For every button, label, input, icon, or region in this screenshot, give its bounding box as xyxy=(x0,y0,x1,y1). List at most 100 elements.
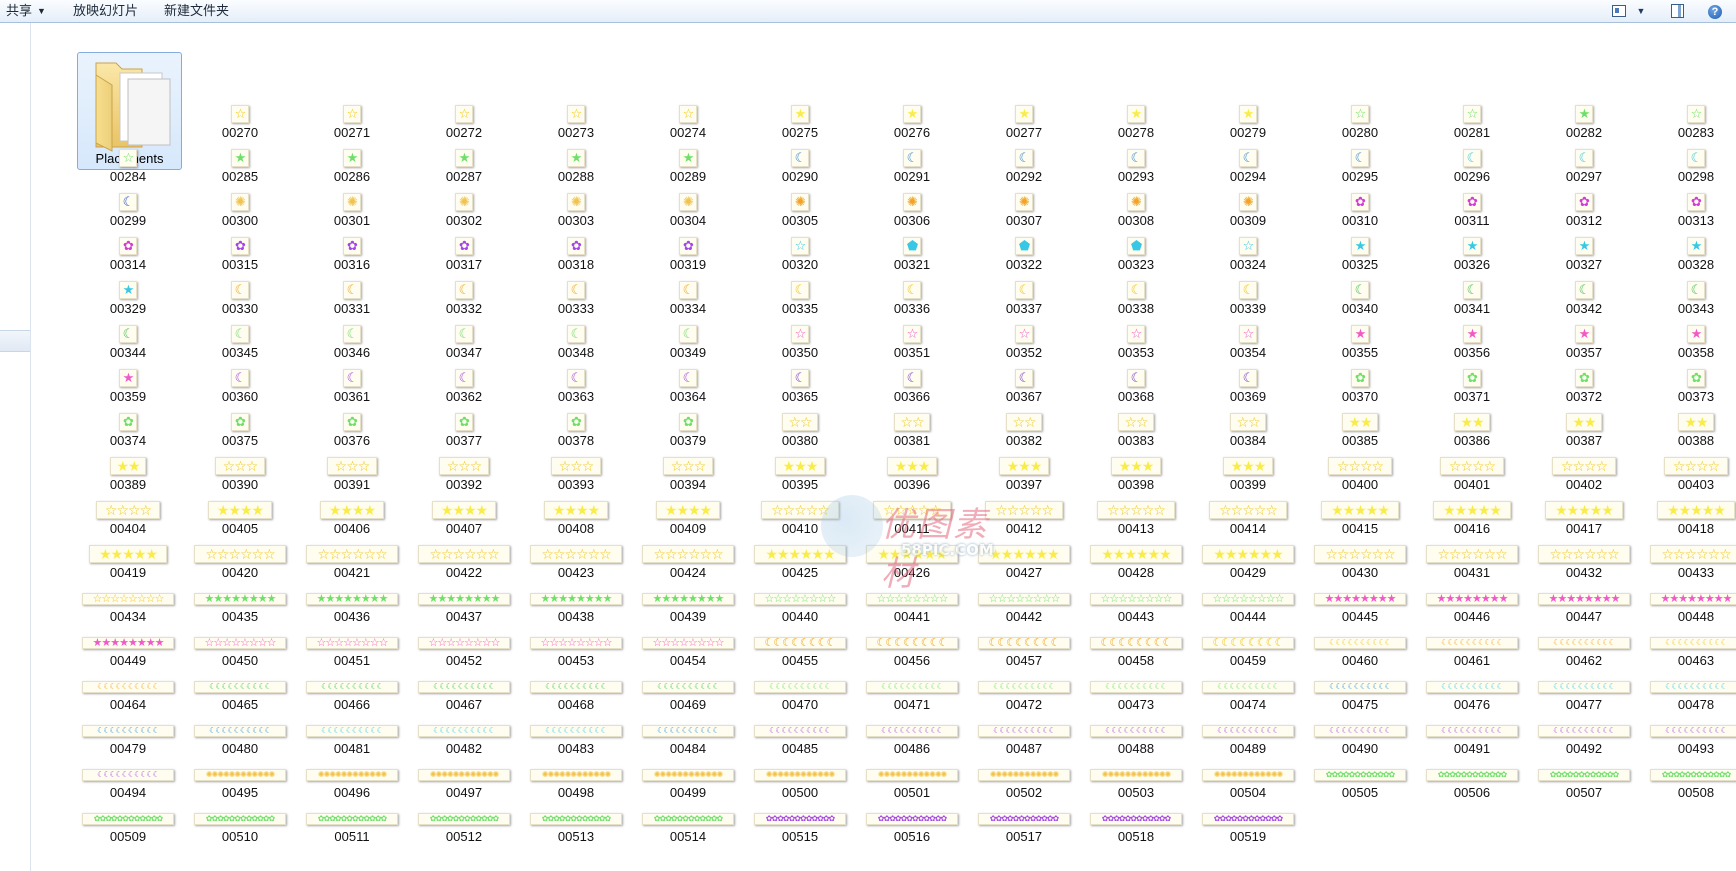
file-item[interactable]: ★ 00326 xyxy=(1424,237,1520,277)
file-item[interactable]: ☆☆☆ 00390 xyxy=(192,457,288,497)
file-item[interactable]: ☾☾☾☾☾☾☾☾☾☾ 00492 xyxy=(1536,721,1632,761)
file-item[interactable]: ★ 00358 xyxy=(1648,325,1736,365)
file-item[interactable]: ✿ 00319 xyxy=(640,237,736,277)
file-item[interactable]: ✺✺✺✺✺✺✺✺✺✺✺✺ 00500 xyxy=(752,765,848,805)
file-item[interactable]: ☾☾☾☾☾☾☾☾☾☾ 00494 xyxy=(80,765,176,805)
file-item[interactable]: ★★★ 00398 xyxy=(1088,457,1184,497)
file-item[interactable]: ☆☆☆☆☆☆☆☆ 00440 xyxy=(752,589,848,629)
file-item[interactable]: ★★ 00388 xyxy=(1648,413,1736,453)
file-item[interactable]: ★★★★★★★★ 00436 xyxy=(304,589,400,629)
file-item[interactable]: ☾☾☾☾☾☾☾☾ 00456 xyxy=(864,633,960,673)
file-item[interactable]: ✿✿✿✿✿✿✿✿✿✿✿✿ 00513 xyxy=(528,809,624,849)
file-item[interactable]: ☆☆ 00382 xyxy=(976,413,1072,453)
file-item[interactable]: ☆☆ 00381 xyxy=(864,413,960,453)
file-item[interactable]: ✿ 00313 xyxy=(1648,193,1736,233)
file-item[interactable]: ★★★★★★★★ 00439 xyxy=(640,589,736,629)
file-item[interactable]: ✿ 00315 xyxy=(192,237,288,277)
file-item[interactable]: ☾ 00332 xyxy=(416,281,512,321)
file-item[interactable]: ☆☆☆☆☆☆☆☆ 00453 xyxy=(528,633,624,673)
file-item[interactable]: ★★★ 00396 xyxy=(864,457,960,497)
file-item[interactable]: ★★★★ 00407 xyxy=(416,501,512,541)
file-item[interactable]: ✿✿✿✿✿✿✿✿✿✿✿✿ 00506 xyxy=(1424,765,1520,805)
file-item[interactable]: ☾☾☾☾☾☾☾☾☾☾ 00465 xyxy=(192,677,288,717)
file-item[interactable]: ☾☾☾☾☾☾☾☾☾☾ 00464 xyxy=(80,677,176,717)
file-item[interactable]: ✿✿✿✿✿✿✿✿✿✿✿✿ 00508 xyxy=(1648,765,1736,805)
file-item[interactable]: ☾☾☾☾☾☾☾☾☾☾ 00475 xyxy=(1312,677,1408,717)
file-item[interactable]: ★★★★ 00406 xyxy=(304,501,400,541)
file-item[interactable]: ✿ 00370 xyxy=(1312,369,1408,409)
file-item[interactable]: ☾☾☾☾☾☾☾☾☾☾ 00483 xyxy=(528,721,624,761)
file-item[interactable]: ☾☾☾☾☾☾☾☾☾☾ 00472 xyxy=(976,677,1072,717)
file-item[interactable]: ✿ 00371 xyxy=(1424,369,1520,409)
slideshow-button[interactable]: 放映幻灯片 xyxy=(73,3,139,18)
file-item[interactable]: ☾ 00297 xyxy=(1536,149,1632,189)
file-item[interactable]: ★ 00276 xyxy=(864,105,960,145)
file-item[interactable]: ☆☆☆☆☆☆☆☆ 00442 xyxy=(976,589,1072,629)
file-item[interactable]: ✺ 00307 xyxy=(976,193,1072,233)
file-item[interactable]: ✿ 00311 xyxy=(1424,193,1520,233)
file-item[interactable]: ☾ 00293 xyxy=(1088,149,1184,189)
file-item[interactable]: ★★★ 00399 xyxy=(1200,457,1296,497)
file-item[interactable]: ☾ 00342 xyxy=(1536,281,1632,321)
file-item[interactable]: ☾☾☾☾☾☾☾☾☾☾ 00479 xyxy=(80,721,176,761)
file-item[interactable]: ★★★★★★★★ 00447 xyxy=(1536,589,1632,629)
file-item[interactable]: ✿ 00378 xyxy=(528,413,624,453)
file-item[interactable]: ☾ 00337 xyxy=(976,281,1072,321)
file-item[interactable]: ☾ 00369 xyxy=(1200,369,1296,409)
file-item[interactable]: ★★★★★★★★ 00448 xyxy=(1648,589,1736,629)
file-item[interactable]: ✺✺✺✺✺✺✺✺✺✺✺✺ 00499 xyxy=(640,765,736,805)
file-item[interactable]: ☾ 00296 xyxy=(1424,149,1520,189)
file-item[interactable]: ☾ 00292 xyxy=(976,149,1072,189)
file-item[interactable]: ☾ 00336 xyxy=(864,281,960,321)
file-item[interactable]: ☾ 00294 xyxy=(1200,149,1296,189)
file-item[interactable]: ★ 00275 xyxy=(752,105,848,145)
file-item[interactable]: ✿✿✿✿✿✿✿✿✿✿✿✿ 00515 xyxy=(752,809,848,849)
file-item[interactable]: ☆ 00351 xyxy=(864,325,960,365)
file-item[interactable]: ☆ 00284 xyxy=(80,149,176,189)
file-item[interactable]: ☆ 00324 xyxy=(1200,237,1296,277)
file-item[interactable]: ☆☆☆☆☆☆ 00424 xyxy=(640,545,736,585)
file-item[interactable]: ☾ 00298 xyxy=(1648,149,1736,189)
file-item[interactable]: ★ 00359 xyxy=(80,369,176,409)
help-button[interactable]: ? xyxy=(1705,2,1725,20)
file-item[interactable]: ☆ 00354 xyxy=(1200,325,1296,365)
file-item[interactable]: ☆☆☆☆ 00400 xyxy=(1312,457,1408,497)
file-item[interactable]: ★★★★ 00405 xyxy=(192,501,288,541)
file-item[interactable]: ☾☾☾☾☾☾☾☾ 00457 xyxy=(976,633,1072,673)
file-item[interactable]: ✺ 00305 xyxy=(752,193,848,233)
file-item[interactable]: ☾☾☾☾☾☾☾☾☾☾ 00461 xyxy=(1424,633,1520,673)
file-item[interactable]: ✿ 00373 xyxy=(1648,369,1736,409)
file-item[interactable]: ★ 00288 xyxy=(528,149,624,189)
file-item[interactable]: ✺✺✺✺✺✺✺✺✺✺✺✺ 00496 xyxy=(304,765,400,805)
file-item[interactable]: ★ 00355 xyxy=(1312,325,1408,365)
file-item[interactable]: ☆☆ 00383 xyxy=(1088,413,1184,453)
file-item[interactable]: ✺✺✺✺✺✺✺✺✺✺✺✺ 00495 xyxy=(192,765,288,805)
file-item[interactable]: ✿✿✿✿✿✿✿✿✿✿✿✿ 00518 xyxy=(1088,809,1184,849)
file-item[interactable]: ☆☆☆☆☆ 00412 xyxy=(976,501,1072,541)
file-item[interactable]: ☾ 00362 xyxy=(416,369,512,409)
file-item[interactable]: ☾ 00339 xyxy=(1200,281,1296,321)
file-item[interactable]: ☾☾☾☾☾☾☾☾☾☾ 00473 xyxy=(1088,677,1184,717)
file-item[interactable]: ☆☆☆☆☆☆☆☆ 00444 xyxy=(1200,589,1296,629)
file-item[interactable]: ☆ 00281 xyxy=(1424,105,1520,145)
file-item[interactable]: ✿✿✿✿✿✿✿✿✿✿✿✿ 00511 xyxy=(304,809,400,849)
file-item[interactable]: ☾☾☾☾☾☾☾☾ 00455 xyxy=(752,633,848,673)
file-item[interactable]: ☾ 00331 xyxy=(304,281,400,321)
file-item[interactable]: ✿✿✿✿✿✿✿✿✿✿✿✿ 00514 xyxy=(640,809,736,849)
file-item[interactable]: ★★★★★★ 00427 xyxy=(976,545,1072,585)
file-item[interactable]: ☾ 00365 xyxy=(752,369,848,409)
file-item[interactable]: ★★★ 00397 xyxy=(976,457,1072,497)
file-item[interactable]: ☆ 00271 xyxy=(304,105,400,145)
file-item[interactable]: ☾☾☾☾☾☾☾☾☾☾ 00481 xyxy=(304,721,400,761)
file-item[interactable]: ☆ 00320 xyxy=(752,237,848,277)
file-item[interactable]: ☾☾☾☾☾☾☾☾☾☾ 00493 xyxy=(1648,721,1736,761)
file-item[interactable]: ★ 00289 xyxy=(640,149,736,189)
file-item[interactable]: ☾ 00340 xyxy=(1312,281,1408,321)
file-item[interactable]: ☆ 00272 xyxy=(416,105,512,145)
file-item[interactable]: ✿✿✿✿✿✿✿✿✿✿✿✿ 00509 xyxy=(80,809,176,849)
file-item[interactable]: ☾☾☾☾☾☾☾☾☾☾ 00487 xyxy=(976,721,1072,761)
file-item[interactable]: ★★ 00385 xyxy=(1312,413,1408,453)
file-item[interactable]: ✺ 00301 xyxy=(304,193,400,233)
file-item[interactable]: ☆ 00352 xyxy=(976,325,1072,365)
file-item[interactable]: ☆☆☆☆☆☆ 00423 xyxy=(528,545,624,585)
